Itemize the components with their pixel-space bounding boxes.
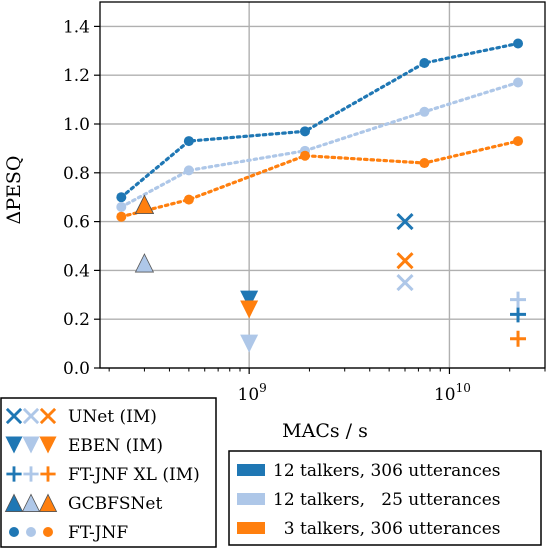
- series-ft-jnf-xl-im-: [510, 306, 527, 323]
- marker-triangle-down: [22, 436, 40, 454]
- marker-triangle-up: [21, 493, 41, 512]
- marker-x: [396, 252, 414, 270]
- marker-x: [5, 407, 23, 425]
- marker-plus: [6, 466, 22, 482]
- marker-circle: [116, 201, 127, 212]
- marker-circle: [419, 58, 430, 68]
- legend-dataset-label: 3 talkers, 306 utterances: [273, 519, 501, 539]
- series-ft-jnf-xl-im-: [510, 330, 527, 347]
- marker-circle: [299, 126, 310, 137]
- series-unet-im-: [396, 274, 414, 292]
- marker-triangle-up: [134, 253, 155, 273]
- marker-circle: [513, 136, 524, 147]
- legend-model-label: EBEN (IM): [68, 436, 163, 456]
- marker-circle: [43, 527, 53, 537]
- legend-model-label: FT-JNF XL (IM): [68, 465, 200, 485]
- y-tick-label: 0.4: [63, 261, 90, 281]
- legend-model-label: UNet (IM): [68, 407, 157, 427]
- x-tick-label: 1010: [434, 381, 471, 405]
- x-tick-label: 109: [238, 381, 267, 405]
- marker-triangle-down: [39, 436, 57, 454]
- marker-circle: [299, 150, 310, 161]
- legend-dataset-label: 12 talkers, 25 utterances: [273, 490, 501, 510]
- marker-plus: [510, 291, 527, 308]
- series-ft-jnf: [116, 38, 524, 203]
- marker-circle: [513, 77, 524, 88]
- marker-triangle-down: [240, 334, 259, 353]
- series-eben-im-: [240, 300, 259, 319]
- marker-x: [396, 213, 414, 231]
- series-unet-im-: [396, 213, 414, 231]
- marker-triangle-up: [4, 493, 24, 512]
- y-axis-label: ΔPESQ: [3, 156, 25, 225]
- marker-circle: [116, 211, 127, 222]
- marker-plus: [510, 330, 527, 347]
- series-eben-im-: [240, 334, 259, 353]
- marker-plus: [23, 466, 39, 482]
- marker-plus: [510, 306, 527, 323]
- legend-datasets: 12 talkers, 306 utterances 12 talkers, 25…: [228, 450, 542, 546]
- x-axis-label: MACs / s: [282, 420, 368, 442]
- marker-circle: [513, 38, 524, 49]
- marker-plus: [40, 466, 56, 482]
- plot-border: [99, 1, 546, 369]
- marker-x: [39, 407, 57, 425]
- marker-triangle-up: [134, 194, 155, 214]
- marker-circle: [183, 194, 194, 205]
- legend-frame: [228, 450, 542, 546]
- series-unet-im-: [396, 252, 414, 270]
- series-gcbfsnet: [134, 194, 155, 214]
- series-ft-jnf: [116, 136, 524, 222]
- marker-x: [396, 274, 414, 292]
- y-tick-label: 0.2: [63, 310, 90, 330]
- marker-circle: [26, 527, 36, 537]
- y-tick-label: 0.0: [63, 359, 90, 379]
- marker-x: [22, 407, 40, 425]
- marker-circle: [419, 106, 430, 117]
- y-tick-label: 0.6: [63, 213, 90, 233]
- series-gcbfsnet: [134, 253, 155, 273]
- axis-ticks: 0.0 0.2 0.4 0.6 0.8 1.0 1.2 1.4 109 1010: [63, 17, 546, 405]
- marker-triangle-down: [240, 290, 259, 309]
- marker-triangle-up: [38, 493, 58, 512]
- marker-triangle-down: [240, 300, 259, 319]
- legend-models: UNet (IM) EBEN (IM) FT-JNF XL (IM) GCBFSNet…: [0, 397, 217, 548]
- legend-model-label: GCBFSNet: [68, 494, 162, 514]
- y-tick-label: 0.8: [63, 164, 90, 184]
- series-line: [119, 80, 520, 209]
- y-tick-label: 1.2: [63, 66, 90, 86]
- marker-triangle-down: [5, 436, 23, 454]
- legend-dataset-label: 12 talkers, 306 utterances: [273, 461, 501, 481]
- marker-circle: [116, 192, 127, 203]
- grid: [100, 2, 545, 369]
- y-tick-label: 1.4: [63, 17, 90, 37]
- legend-model-label: FT-JNF: [68, 523, 128, 543]
- legend-dataset-swatch: [237, 522, 265, 534]
- marker-circle: [9, 527, 19, 537]
- legend-dataset-swatch: [237, 493, 265, 505]
- series-ft-jnf-xl-im-: [510, 291, 527, 308]
- marker-circle: [183, 165, 194, 176]
- marker-circle: [419, 158, 430, 169]
- marker-circle: [183, 136, 194, 147]
- series-ft-jnf: [116, 77, 524, 212]
- series-line: [119, 139, 520, 219]
- y-tick-label: 1.0: [63, 115, 90, 135]
- series-layer: [116, 38, 527, 353]
- legend-dataset-swatch: [237, 464, 265, 476]
- plot-frame: [99, 1, 546, 369]
- series-eben-im-: [240, 290, 259, 309]
